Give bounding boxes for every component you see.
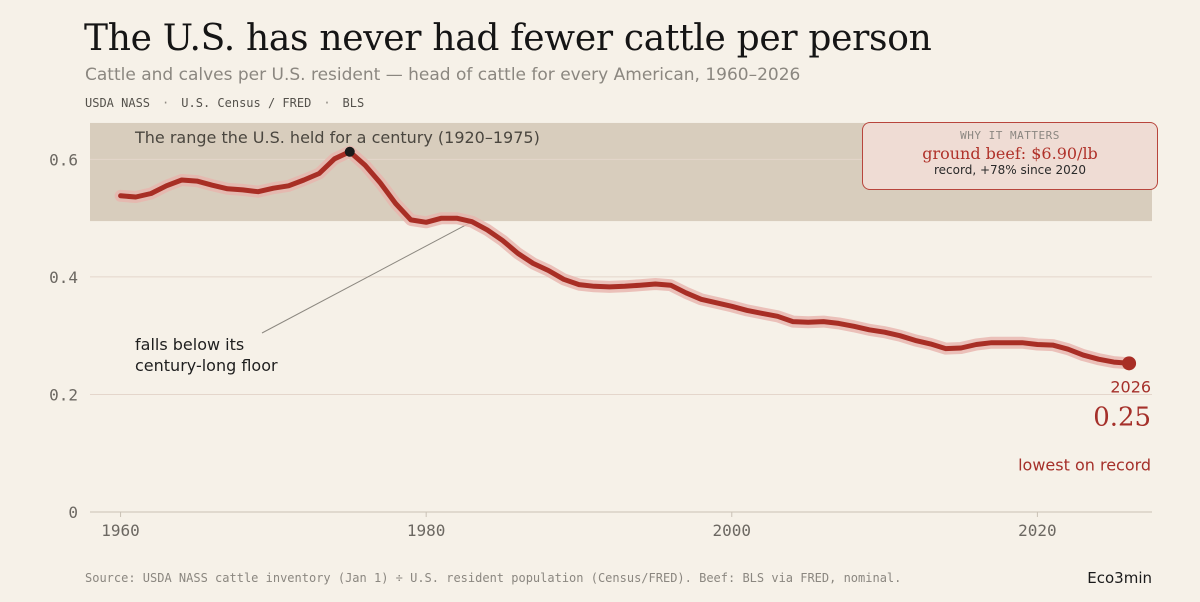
source-separator: · <box>162 96 170 110</box>
floor-annotation-text: falls below its <box>135 335 244 354</box>
source-separator: · <box>323 96 331 110</box>
y-tick-label: 0.4 <box>49 268 78 287</box>
end-note-label: lowest on record <box>1018 455 1151 474</box>
end-value-label: 0.25 <box>1093 402 1151 432</box>
y-tick-label: 0.2 <box>49 385 78 404</box>
source-item-bls: BLS <box>342 96 365 110</box>
peak-point <box>344 146 355 157</box>
source-item-census: U.S. Census / FRED <box>181 96 312 110</box>
x-tick-label: 1980 <box>407 521 446 540</box>
page-subtitle: Cattle and calves per U.S. resident — he… <box>85 65 801 85</box>
end-point <box>1122 356 1137 371</box>
why-it-matters-callout: WHY IT MATTERS ground beef: $6.90/lb rec… <box>862 122 1158 190</box>
end-year-label: 2026 <box>1110 377 1151 396</box>
callout-kicker: WHY IT MATTERS <box>960 129 1060 142</box>
y-tick-label: 0 <box>68 503 78 522</box>
series-line <box>118 149 1132 366</box>
page-title: The U.S. has never had fewer cattle per … <box>84 18 932 59</box>
band-label: The range the U.S. held for a century (1… <box>134 128 540 147</box>
floor-annotation-text: century-long floor <box>135 356 278 375</box>
x-tick-label: 1960 <box>101 521 140 540</box>
annotation-leader-line <box>261 221 473 334</box>
source-item-usda: USDA NASS <box>85 96 151 110</box>
x-tick-label: 2020 <box>1018 521 1057 540</box>
y-tick-label: 0.6 <box>49 150 78 169</box>
callout-headline: ground beef: $6.90/lb <box>922 144 1098 163</box>
brand-logo-text: Eco3min <box>1087 569 1152 587</box>
callout-detail: record, +78% since 2020 <box>933 163 1087 177</box>
footer-source-note: Source: USDA NASS cattle inventory (Jan … <box>85 571 902 585</box>
source-list: USDA NASS · U.S. Census / FRED · BLS <box>85 96 364 110</box>
x-tick-label: 2000 <box>713 521 752 540</box>
